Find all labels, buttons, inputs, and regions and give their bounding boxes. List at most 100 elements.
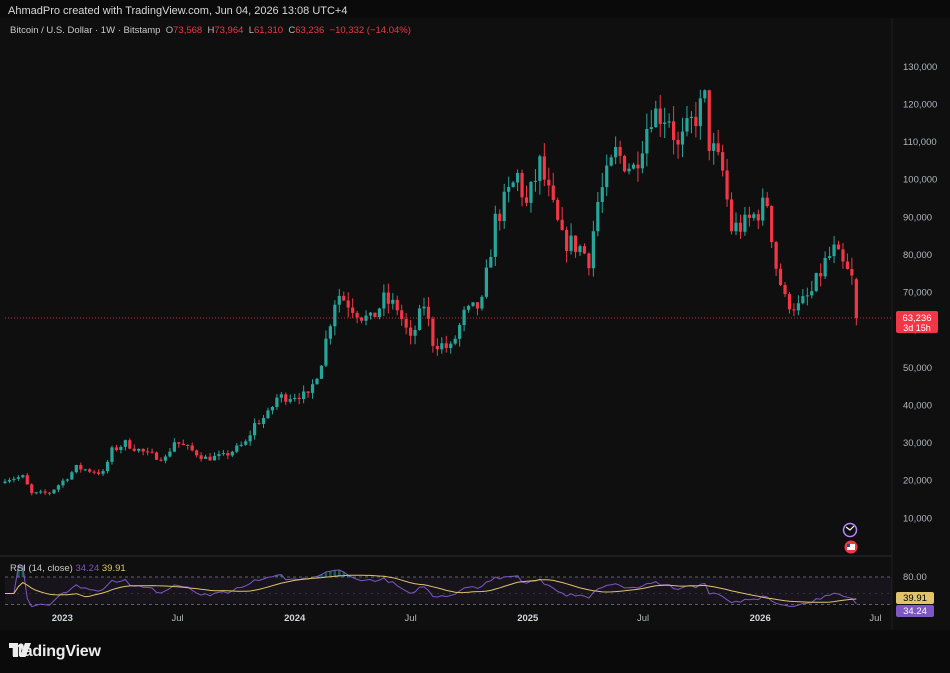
chart-pane[interactable]: 130,000 120,000 110,000 100,000 90,000 80,000…	[0, 18, 950, 630]
candle-body	[520, 172, 524, 198]
candle	[502, 183, 506, 229]
candle-body	[34, 492, 38, 494]
symbol-title[interactable]: Bitcoin / U.S. Dollar · 1W · Bitstamp	[10, 25, 161, 36]
bar-countdown: 3d 15h	[903, 323, 931, 333]
candle	[524, 185, 529, 207]
candle	[21, 474, 25, 479]
candle-body	[703, 90, 707, 99]
candle	[515, 169, 520, 192]
candle	[137, 448, 141, 453]
candle-body	[810, 291, 814, 296]
candle	[328, 324, 332, 345]
candle-body	[284, 394, 288, 402]
candle	[83, 468, 87, 471]
candle-body	[765, 197, 769, 207]
candle-body	[707, 90, 711, 151]
candle	[395, 295, 399, 316]
candle-body	[440, 343, 444, 350]
candle	[796, 295, 801, 316]
candle-body	[150, 451, 154, 453]
candle	[114, 444, 119, 452]
open-value: 73,568	[173, 25, 203, 36]
candle	[645, 113, 649, 167]
candle	[217, 450, 221, 460]
candle	[30, 483, 34, 496]
candle-body	[302, 391, 306, 400]
attribution-text: AhmadPro created with TradingView.com, J…	[8, 5, 348, 17]
candle-body	[400, 310, 404, 320]
candle	[734, 212, 738, 236]
candle	[605, 154, 609, 197]
candle	[680, 117, 685, 158]
candle	[368, 311, 373, 320]
candle	[591, 220, 595, 277]
candle-body	[123, 440, 127, 447]
candle-body	[65, 479, 70, 481]
candle	[850, 257, 854, 285]
low-label: L	[248, 25, 254, 36]
candle-body	[61, 480, 65, 486]
candle	[426, 297, 431, 327]
candle-body	[426, 306, 431, 319]
rsi-value-badge: 34.24	[896, 605, 934, 618]
candle	[774, 240, 778, 277]
candle-body	[836, 244, 841, 250]
candle-body	[328, 326, 332, 339]
candle	[449, 341, 453, 354]
candle-body	[533, 180, 538, 182]
candle	[832, 236, 836, 264]
candle-body	[172, 442, 176, 452]
candle	[34, 491, 38, 495]
candle	[810, 280, 814, 299]
candle-body	[640, 153, 644, 169]
candle	[413, 325, 417, 345]
candle-body	[391, 299, 395, 304]
candle-body	[382, 292, 386, 309]
candle	[654, 100, 658, 128]
price-axis-tick-label: 120,000	[903, 99, 937, 110]
candle	[712, 132, 716, 165]
candle	[355, 310, 359, 324]
calendar-flag-icon	[844, 540, 858, 554]
candle-body	[738, 222, 743, 232]
candle	[841, 243, 845, 269]
candle-body	[600, 187, 604, 203]
candle-body	[841, 249, 845, 262]
candle	[7, 477, 12, 484]
candle-body	[154, 452, 159, 460]
candle	[288, 394, 292, 404]
tradingview-logo[interactable]: TradingView	[9, 643, 101, 661]
candle	[538, 154, 542, 195]
candle-body	[168, 451, 172, 457]
candle	[270, 405, 275, 415]
candle-body	[698, 98, 702, 127]
candle-body	[614, 146, 618, 158]
candle	[123, 439, 127, 451]
candle-body	[96, 472, 101, 474]
candle-body	[186, 445, 190, 447]
candle	[266, 407, 270, 420]
candle	[667, 113, 671, 128]
candle	[422, 297, 426, 316]
candle	[471, 302, 475, 308]
candle-body	[226, 453, 230, 456]
candle-body	[12, 478, 16, 480]
candle-body	[511, 182, 515, 187]
candle	[221, 449, 226, 456]
candle	[756, 209, 760, 230]
candle	[609, 154, 613, 167]
candle-body	[52, 489, 56, 494]
candle-body	[587, 253, 591, 269]
candle	[596, 192, 600, 237]
candle-body	[92, 471, 96, 473]
candle-body	[293, 397, 297, 400]
candle-body	[489, 256, 493, 268]
candle	[725, 158, 729, 207]
candle-body	[524, 197, 529, 203]
candle-body	[114, 447, 119, 451]
rsi-title[interactable]: RSI (14, close)	[10, 563, 73, 574]
candle-body	[212, 455, 217, 461]
change-value: −10,332 (−14.04%)	[329, 25, 411, 36]
chart-canvas[interactable]: 130,000 120,000 110,000 100,000 90,000 80,000…	[0, 18, 950, 630]
